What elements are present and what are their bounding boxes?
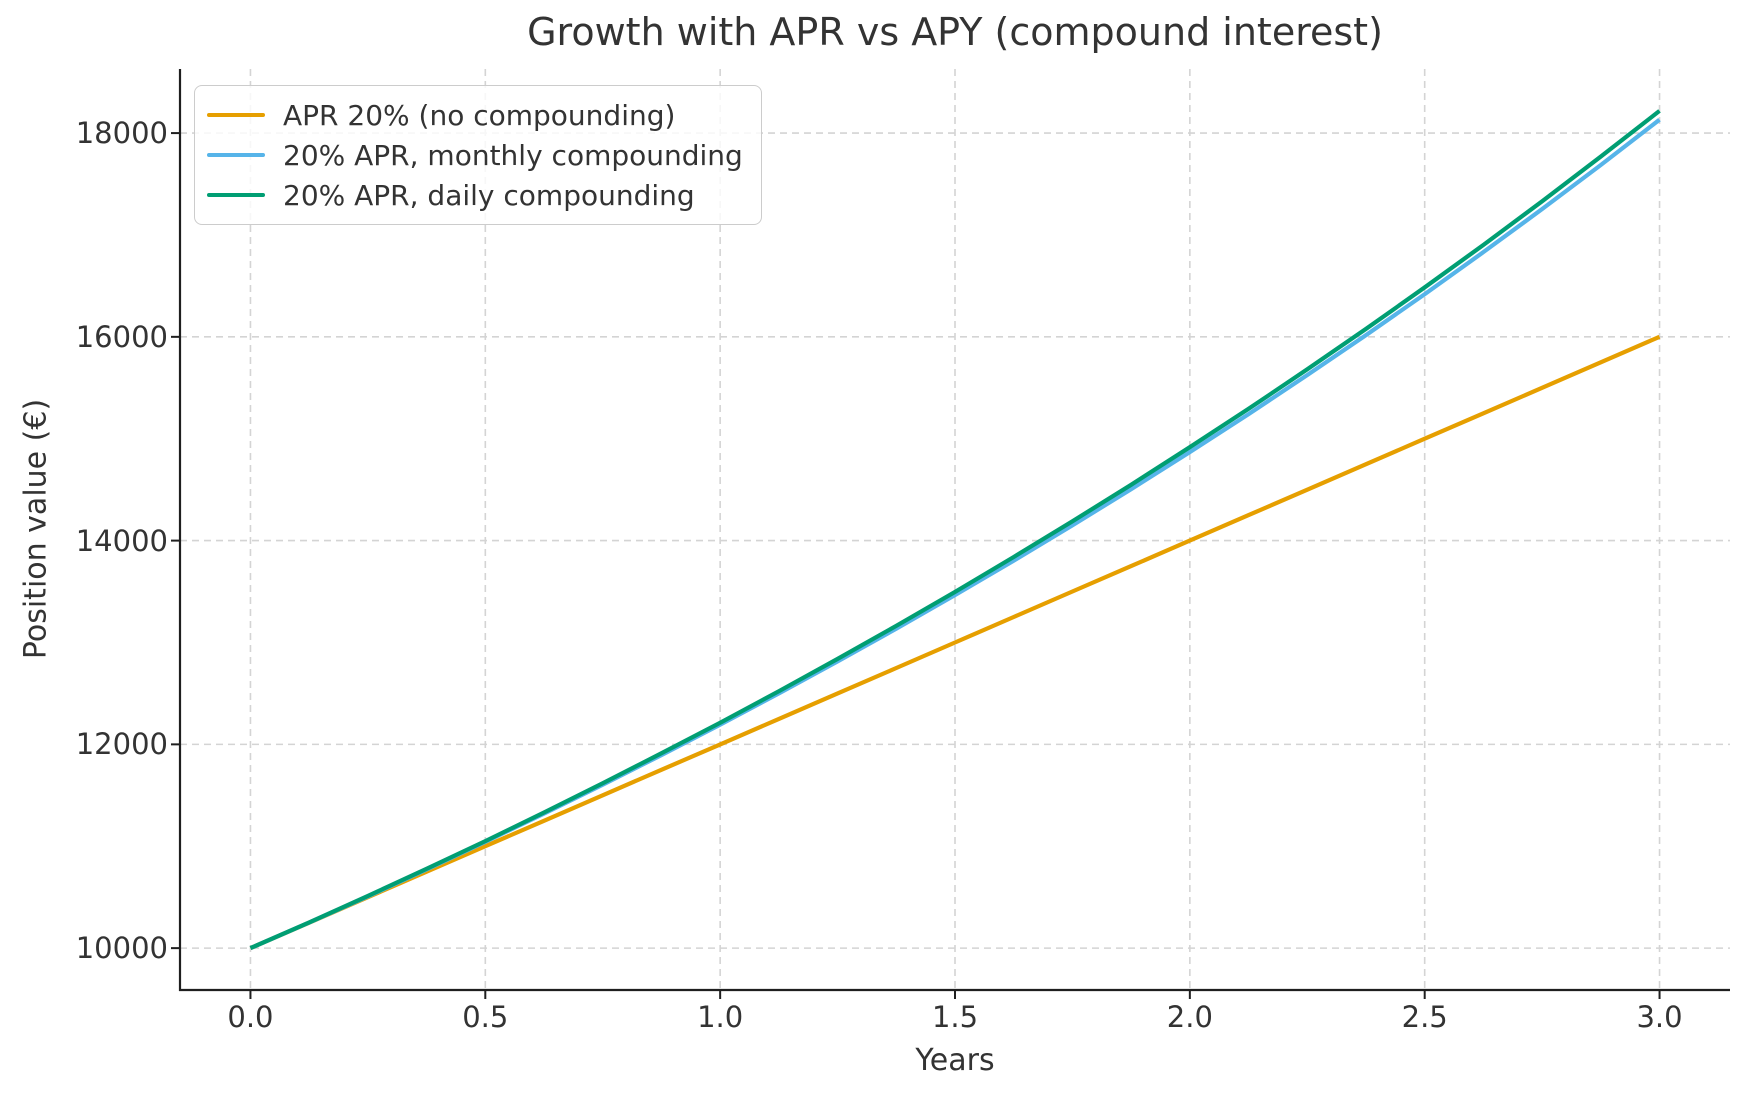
x-tick-label: 1.0 [697, 1000, 744, 1034]
x-tick-label: 3.0 [1636, 1000, 1683, 1034]
legend: APR 20% (no compounding) 20% APR, monthl… [194, 85, 762, 225]
y-tick-label: 12000 [75, 727, 168, 762]
legend-line-swatch-daily [207, 192, 265, 198]
legend-item: APR 20% (no compounding) [207, 95, 743, 135]
legend-line-swatch-monthly [207, 152, 265, 158]
x-tick-label: 2.0 [1166, 1000, 1213, 1034]
x-tick-label: 0.0 [227, 1000, 274, 1034]
y-tick-label: 18000 [75, 116, 168, 151]
legend-item: 20% APR, monthly compounding [207, 135, 743, 175]
x-tick-label: 2.5 [1401, 1000, 1448, 1034]
legend-line-swatch-apr [207, 112, 265, 118]
legend-item-label: 20% APR, monthly compounding [283, 138, 743, 172]
legend-item-label: APR 20% (no compounding) [283, 98, 676, 132]
x-tick-label: 0.5 [462, 1000, 509, 1034]
chart-title: Growth with APR vs APY (compound interes… [527, 10, 1383, 54]
legend-item: 20% APR, daily compounding [207, 175, 743, 215]
y-tick-label: 16000 [75, 319, 168, 354]
series-line-2 [249, 109, 1661, 951]
series-line-0 [249, 334, 1661, 951]
x-axis-label: Years [915, 1043, 995, 1078]
y-tick-label: 14000 [75, 523, 168, 558]
y-tick-label: 10000 [75, 931, 168, 966]
legend-item-label: 20% APR, daily compounding [283, 178, 695, 212]
x-tick-label: 1.5 [931, 1000, 979, 1034]
